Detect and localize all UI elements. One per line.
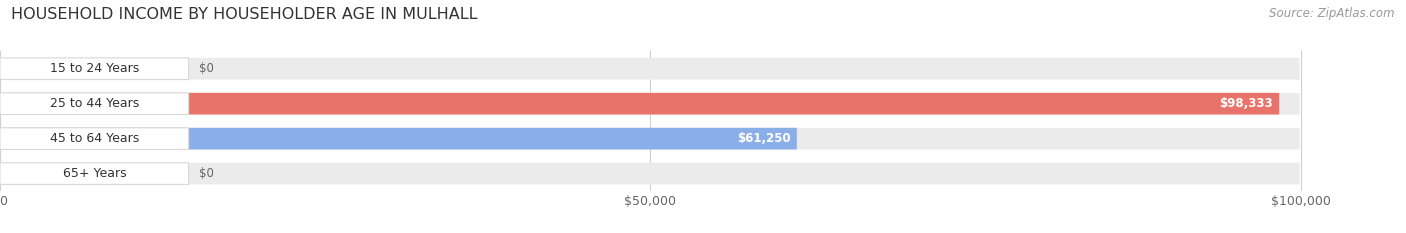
- FancyBboxPatch shape: [0, 93, 188, 115]
- Text: Source: ZipAtlas.com: Source: ZipAtlas.com: [1270, 7, 1395, 20]
- Text: 25 to 44 Years: 25 to 44 Years: [49, 97, 139, 110]
- FancyBboxPatch shape: [0, 93, 1279, 115]
- FancyBboxPatch shape: [0, 163, 188, 185]
- Text: 15 to 24 Years: 15 to 24 Years: [49, 62, 139, 75]
- Text: $0: $0: [200, 62, 214, 75]
- FancyBboxPatch shape: [0, 128, 1299, 150]
- FancyBboxPatch shape: [0, 58, 188, 80]
- FancyBboxPatch shape: [0, 128, 188, 150]
- Text: $98,333: $98,333: [1219, 97, 1272, 110]
- FancyBboxPatch shape: [0, 163, 1299, 185]
- Text: $61,250: $61,250: [737, 132, 790, 145]
- FancyBboxPatch shape: [0, 58, 1299, 80]
- FancyBboxPatch shape: [0, 93, 1299, 115]
- Text: 45 to 64 Years: 45 to 64 Years: [49, 132, 139, 145]
- Text: 65+ Years: 65+ Years: [62, 167, 127, 180]
- Text: HOUSEHOLD INCOME BY HOUSEHOLDER AGE IN MULHALL: HOUSEHOLD INCOME BY HOUSEHOLDER AGE IN M…: [11, 7, 478, 22]
- FancyBboxPatch shape: [0, 128, 797, 150]
- Text: $0: $0: [200, 167, 214, 180]
